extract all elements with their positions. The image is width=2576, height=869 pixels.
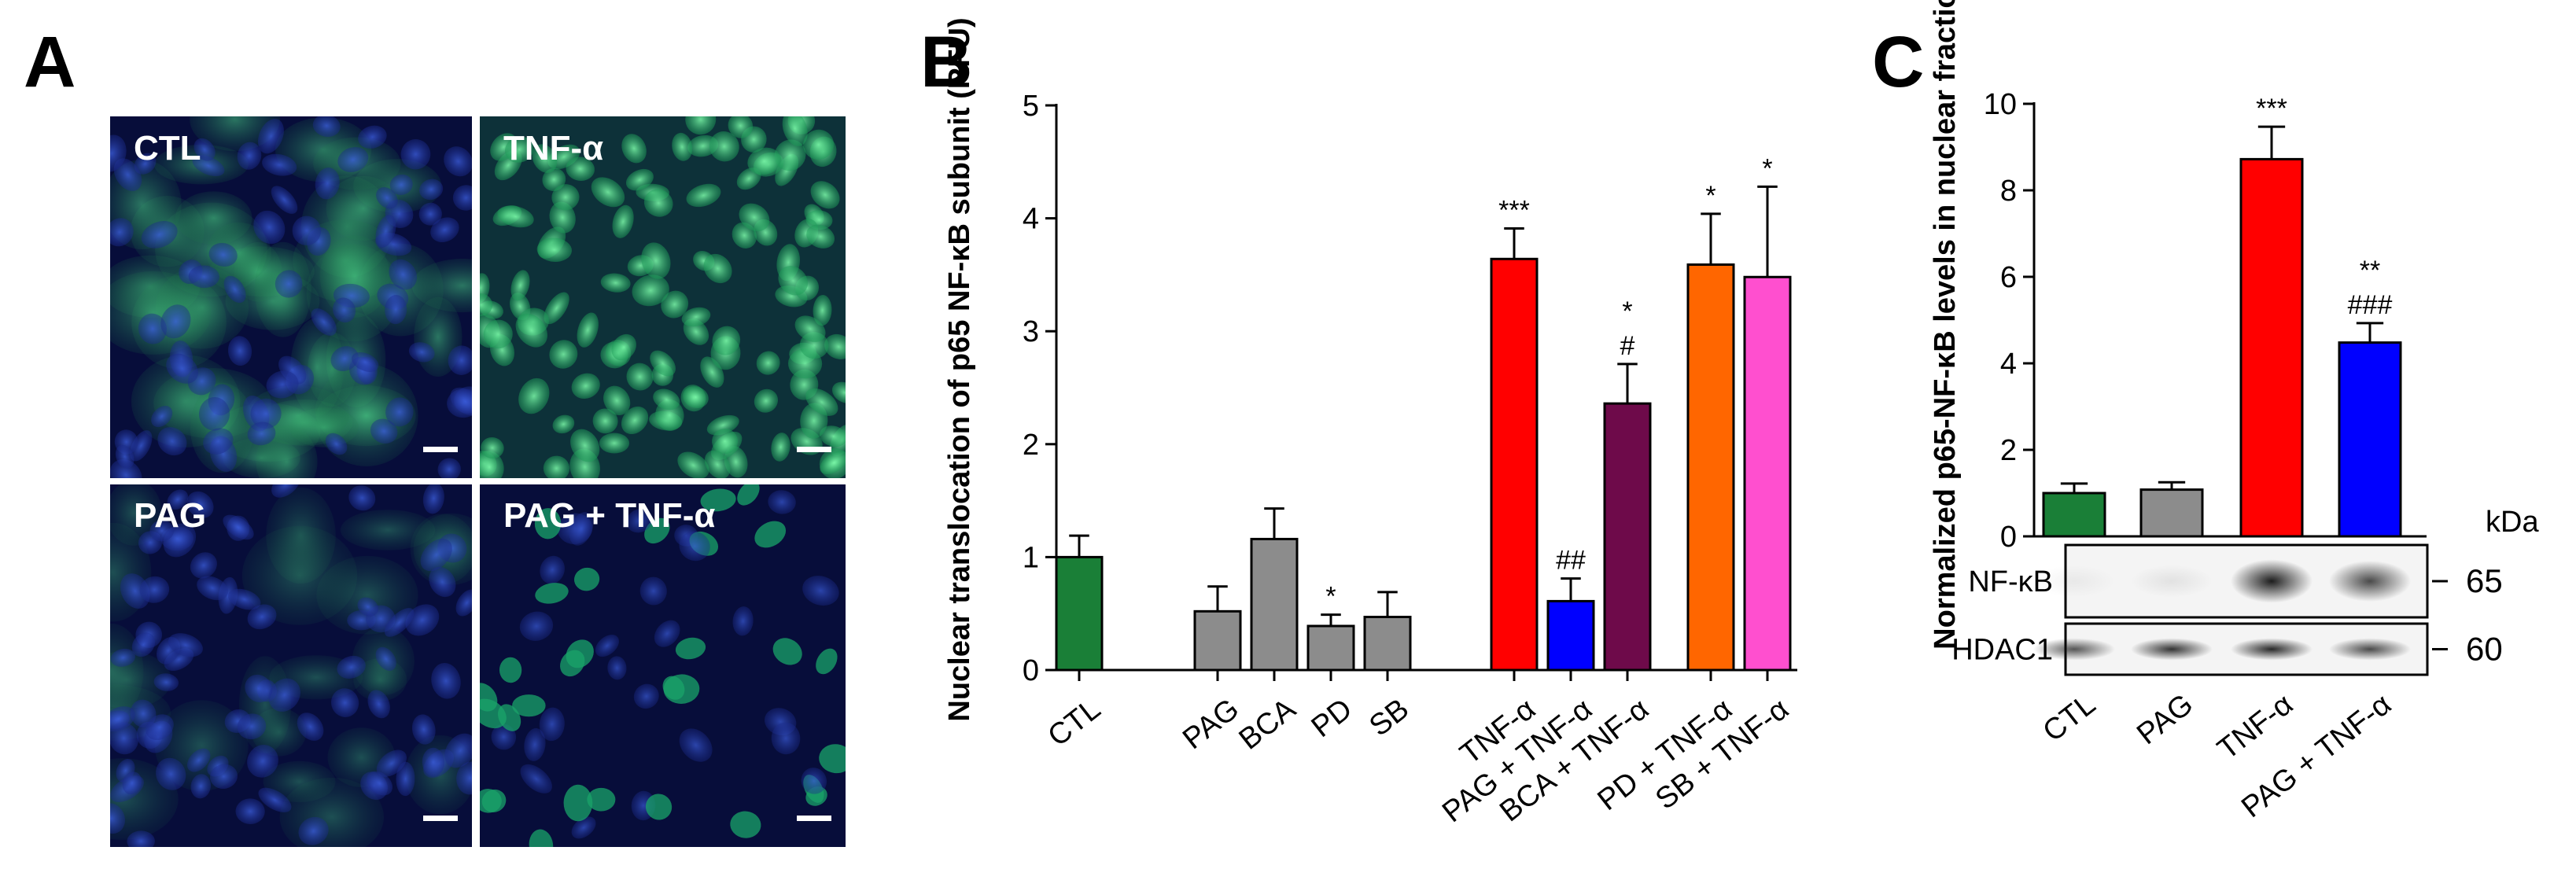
kda-value: 65: [2466, 562, 2503, 599]
x-tick-label: BCA: [1233, 692, 1303, 757]
lane-label: TNF-α: [2212, 687, 2299, 766]
micrograph-3: PAG: [110, 484, 472, 847]
y-tick-label: 0: [1023, 654, 1039, 687]
blot-row-label: NF-κB: [1968, 565, 2053, 598]
bar-pd: [1306, 624, 1355, 672]
bar-pd-tnf-: [1686, 263, 1735, 672]
y-tick-label: 0: [2000, 521, 2017, 554]
blot-row-label: HDAC1: [1951, 634, 2053, 667]
y-tick-label: 5: [1023, 90, 1039, 123]
blot-band: [2329, 561, 2411, 602]
lane-label: CTL: [2037, 687, 2102, 748]
micrograph-2: TNF-α: [480, 116, 846, 478]
x-tick-label: PAG: [1177, 692, 1245, 756]
blot-band: [2231, 638, 2313, 661]
scale-bar: [423, 816, 458, 821]
y-tick-label: 8: [2000, 175, 2017, 208]
micrograph-4: PAG + TNF-α: [480, 484, 846, 847]
kda-label: kDa: [2486, 506, 2539, 539]
significance-marker: ***: [2256, 94, 2287, 123]
scale-bar: [797, 447, 831, 452]
bar-pag: [1193, 609, 1242, 672]
significance-marker: **: [2360, 256, 2380, 285]
x-tick-label: SB: [1363, 692, 1415, 742]
blot-band: [2131, 565, 2213, 598]
significance-marker: *: [1762, 153, 1772, 183]
bar-ctl: [2042, 492, 2106, 538]
scale-bar: [797, 816, 831, 821]
kda-value: 60: [2466, 631, 2503, 668]
panel-b-ylabel: Nuclear translocation of p65 NF-κB subun…: [943, 17, 976, 721]
bar-pag-tnf-: [1546, 599, 1595, 672]
micrograph-label: PAG: [134, 496, 206, 535]
micrograph-label: TNF-α: [503, 129, 603, 168]
panel-a-letter: A: [24, 22, 76, 102]
significance-marker: #: [1620, 331, 1635, 361]
panel-c-chart: Normalized p65-NF-κB levels in nuclear f…: [1929, 0, 2427, 650]
bar-bca-tnf-: [1603, 402, 1652, 672]
y-tick-label: 3: [1023, 315, 1039, 348]
panel-a-micrographs: CTL TNF-α PAG PAG + TNF-α: [110, 116, 846, 848]
micrograph-1: CTL: [110, 116, 472, 478]
panel-c-ylabel: Normalized p65-NF-κB levels in nuclear f…: [1929, 0, 1962, 650]
blot-band: [2033, 565, 2115, 598]
significance-marker: ###: [2348, 290, 2393, 320]
panel-c-letter: C: [1872, 22, 1924, 102]
panel-b-letter: B: [920, 22, 972, 102]
y-tick-label: 4: [1023, 203, 1039, 236]
bar-sb: [1363, 616, 1412, 672]
y-tick-label: 4: [2000, 348, 2017, 381]
blot-band: [2033, 638, 2115, 661]
bar-pag-tnf-: [2338, 341, 2402, 538]
significance-marker: *: [1325, 582, 1336, 612]
bar-tnf-: [1490, 257, 1539, 672]
x-tick-label: CTL: [1042, 692, 1107, 753]
bar-ctl: [1055, 555, 1104, 672]
significance-marker: ##: [1556, 546, 1586, 576]
significance-marker: *: [1622, 296, 1632, 326]
micrograph-label: CTL: [134, 129, 201, 168]
y-tick-label: 6: [2000, 261, 2017, 294]
blot-band: [2131, 638, 2213, 661]
bar-tnf-: [2239, 157, 2304, 538]
y-tick-label: 1: [1023, 541, 1039, 574]
scale-bar: [423, 447, 458, 452]
y-tick-label: 2: [1023, 429, 1039, 462]
significance-marker: ***: [1498, 196, 1530, 226]
bar-sb-tnf-: [1743, 275, 1792, 672]
y-tick-label: 2: [2000, 434, 2017, 467]
lane-label: PAG: [2131, 687, 2199, 751]
bar-bca: [1250, 537, 1299, 672]
x-tick-label: PD: [1306, 692, 1358, 744]
blot-band: [2231, 559, 2313, 603]
significance-marker: *: [1705, 181, 1715, 211]
bar-pag: [2139, 488, 2204, 538]
micrograph-label: PAG + TNF-α: [503, 496, 715, 535]
panel-b-chart: Nuclear translocation of p65 NF-κB subun…: [943, 17, 1797, 829]
blot-band: [2329, 638, 2411, 661]
y-tick-label: 10: [1984, 88, 2017, 121]
